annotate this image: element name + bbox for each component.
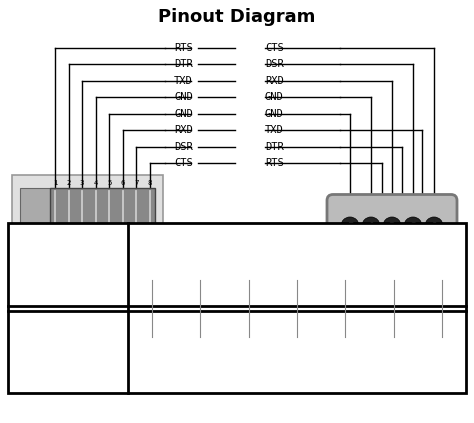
Bar	[50, 188, 155, 238]
Circle shape	[353, 245, 371, 263]
Text: 2: 2	[410, 222, 416, 231]
Text: 2: 2	[335, 338, 356, 366]
Text: 6: 6	[190, 338, 211, 366]
Circle shape	[373, 245, 391, 263]
Text: 4: 4	[368, 222, 374, 231]
Text: RTS: RTS	[174, 43, 193, 53]
Text: 7: 7	[238, 338, 259, 366]
Text: GND: GND	[265, 109, 284, 119]
Bar	[20, 188, 55, 238]
Text: 6: 6	[419, 250, 425, 258]
Text: TXD: TXD	[174, 76, 193, 86]
Text: 4: 4	[93, 180, 98, 186]
Text: 8: 8	[379, 250, 385, 258]
Circle shape	[413, 245, 431, 263]
Text: 4: 4	[238, 250, 259, 279]
Text: 8: 8	[148, 180, 152, 186]
Text: DB-9: DB-9	[378, 289, 406, 299]
Text: 6: 6	[120, 180, 125, 186]
Text: 9: 9	[359, 250, 365, 258]
Text: 5: 5	[286, 250, 308, 279]
Text: 7: 7	[134, 180, 139, 186]
Text: RXD: RXD	[174, 125, 193, 135]
Bar	[60, 238, 145, 273]
Text: RTS: RTS	[265, 158, 284, 168]
Text: 2: 2	[142, 250, 163, 279]
Text: DSR: DSR	[174, 142, 193, 151]
Text: 1: 1	[431, 338, 453, 366]
Text: CTS: CTS	[174, 158, 193, 168]
Circle shape	[425, 217, 443, 235]
Text: 3: 3	[389, 222, 395, 231]
Text: GND: GND	[174, 109, 193, 119]
Text: 5: 5	[347, 222, 353, 231]
Circle shape	[383, 217, 401, 235]
Text: TXD: TXD	[265, 125, 284, 135]
Text: 7: 7	[383, 250, 404, 279]
Text: 3: 3	[80, 180, 84, 186]
Circle shape	[341, 217, 359, 235]
Circle shape	[404, 217, 422, 235]
Text: 4+5: 4+5	[277, 343, 317, 361]
Text: GND: GND	[174, 92, 193, 102]
Text: 6: 6	[335, 250, 356, 279]
Text: 5: 5	[107, 180, 111, 186]
Text: DSR: DSR	[265, 59, 284, 69]
Text: 2: 2	[66, 180, 71, 186]
Text: DB9: DB9	[30, 248, 106, 281]
Text: Pinout Diagram: Pinout Diagram	[158, 8, 316, 26]
Bar	[8, 223, 466, 393]
Text: 3: 3	[142, 338, 163, 366]
Text: GND: GND	[265, 92, 284, 102]
Text: DTR: DTR	[174, 59, 193, 69]
Text: RJ45: RJ45	[26, 335, 110, 368]
Circle shape	[393, 245, 411, 263]
Text: CTS: CTS	[265, 43, 284, 53]
Text: 1: 1	[431, 222, 437, 231]
Circle shape	[362, 217, 380, 235]
Text: RJ-45: RJ-45	[68, 299, 97, 309]
FancyBboxPatch shape	[327, 195, 457, 281]
Text: 8: 8	[383, 338, 404, 366]
Text: 3: 3	[190, 250, 211, 279]
Bar	[90, 268, 115, 278]
Text: 8: 8	[431, 250, 453, 279]
Text: DTR: DTR	[265, 142, 284, 151]
Text: 7: 7	[399, 250, 405, 258]
Bar	[12, 175, 163, 291]
Text: RXD: RXD	[265, 76, 284, 86]
Text: 1: 1	[53, 180, 57, 186]
